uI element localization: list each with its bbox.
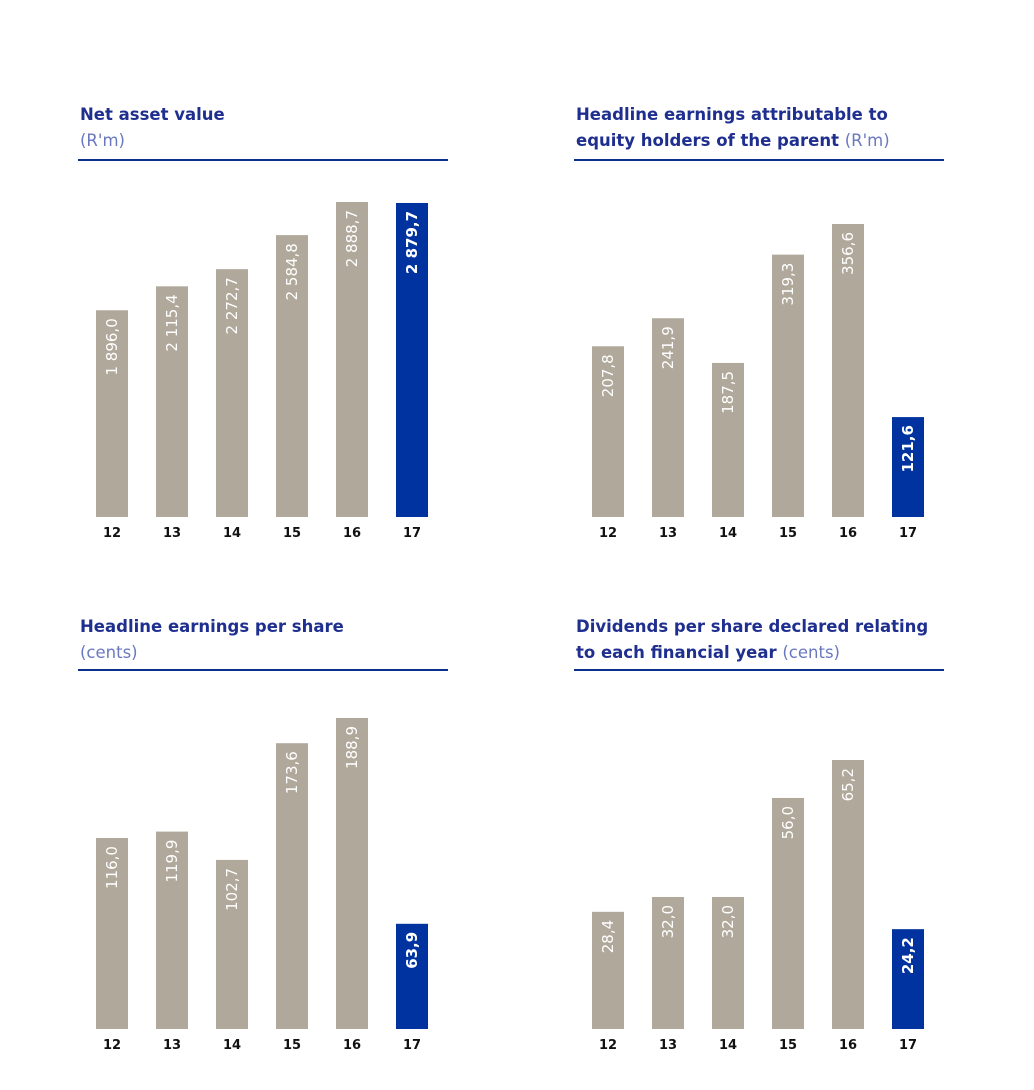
bar-15 — [276, 235, 308, 517]
bar-16 — [832, 224, 864, 517]
data-label-12: 116,0 — [103, 846, 121, 889]
data-label-15: 173,6 — [283, 751, 301, 794]
x-tick-label: 16 — [839, 1038, 857, 1053]
x-tick-label: 16 — [343, 526, 361, 541]
bar-14 — [216, 859, 248, 1029]
data-label-16: 2 888,7 — [343, 210, 361, 267]
chart-title: Dividends per share declared relating to… — [576, 614, 946, 666]
x-tick-label: 15 — [779, 1038, 797, 1053]
chart-title: Headline earnings attributable to equity… — [576, 102, 946, 154]
bar-13 — [652, 318, 684, 517]
x-tick-label: 12 — [599, 526, 617, 541]
bar-14 — [712, 362, 744, 517]
chart-unit: (cents) — [782, 643, 840, 662]
x-tick-label: 17 — [403, 526, 421, 541]
data-label-14: 32,0 — [719, 905, 737, 938]
bar-13 — [652, 896, 684, 1029]
bar-chart: 28,4 12 32,0 13 32,0 14 56,0 15 65,2 16 24,2 17 — [592, 760, 924, 1053]
data-label-17: 121,6 — [899, 425, 917, 472]
title-rule — [78, 669, 448, 671]
bar-17 — [892, 929, 924, 1029]
data-label-17: 2 879,7 — [403, 211, 421, 274]
chart-title-text: Net asset value — [80, 105, 225, 124]
chart-unit: (R'm) — [80, 131, 125, 150]
data-label-14: 187,5 — [719, 371, 737, 414]
title-rule — [574, 669, 944, 671]
data-label-12: 28,4 — [599, 920, 617, 953]
data-label-12: 207,8 — [599, 354, 617, 397]
title-rule — [78, 159, 448, 161]
x-tick-label: 13 — [163, 526, 181, 541]
x-tick-label: 14 — [719, 526, 737, 541]
bar-16 — [336, 202, 368, 517]
bar-16 — [832, 760, 864, 1029]
x-tick-label: 13 — [163, 1038, 181, 1053]
data-label-15: 2 584,8 — [283, 243, 301, 300]
bar-17 — [396, 202, 428, 517]
x-tick-label: 12 — [599, 1038, 617, 1053]
data-label-12: 1 896,0 — [103, 318, 121, 375]
data-label-13: 119,9 — [163, 840, 181, 883]
data-label-13: 241,9 — [659, 326, 677, 369]
bar-12 — [592, 346, 624, 517]
data-label-13: 2 115,4 — [163, 294, 181, 351]
x-tick-label: 15 — [283, 1038, 301, 1053]
bar-15 — [772, 797, 804, 1029]
x-tick-label: 15 — [779, 526, 797, 541]
x-tick-label: 14 — [719, 1038, 737, 1053]
data-label-16: 65,2 — [839, 768, 857, 801]
data-label-15: 56,0 — [779, 806, 797, 839]
bar-13 — [156, 286, 188, 517]
data-label-16: 188,9 — [343, 726, 361, 769]
data-label-13: 32,0 — [659, 905, 677, 938]
bar-17 — [396, 923, 428, 1029]
x-tick-label: 12 — [103, 526, 121, 541]
bar-chart: 116,0 12 119,9 13 102,7 14 173,6 15 188,9 16 63,9 1… — [96, 718, 428, 1053]
x-tick-label: 15 — [283, 526, 301, 541]
chart-title-text: Dividends per share declared relating to… — [576, 617, 929, 662]
x-tick-label: 13 — [659, 1038, 677, 1053]
bar-12 — [592, 911, 624, 1029]
data-label-16: 356,6 — [839, 232, 857, 275]
chart-unit: (R'm) — [844, 131, 890, 150]
x-tick-label: 16 — [343, 1038, 361, 1053]
bar-chart: 207,8 12 241,9 13 187,5 14 319,3 15 356,6 16 121,6… — [592, 224, 924, 541]
bar-15 — [276, 743, 308, 1029]
x-tick-label: 14 — [223, 526, 241, 541]
x-tick-label: 17 — [403, 1038, 421, 1053]
bar-12 — [96, 310, 128, 517]
chart-unit: (cents) — [80, 643, 138, 662]
bar-12 — [96, 838, 128, 1029]
bar-15 — [772, 254, 804, 517]
x-tick-label: 13 — [659, 526, 677, 541]
data-label-17: 63,9 — [403, 932, 421, 969]
chart-title-text: Headline earnings per share — [80, 617, 344, 636]
chart-title: Headline earnings per share (cents) — [80, 614, 450, 666]
bar-16 — [336, 718, 368, 1029]
chart-title-text: Headline earnings attributable to equity… — [576, 105, 888, 150]
data-label-15: 319,3 — [779, 263, 797, 306]
x-tick-label: 16 — [839, 526, 857, 541]
bar-13 — [156, 831, 188, 1029]
bar-14 — [216, 269, 248, 517]
bar-chart: 1 896,0 12 2 115,4 13 2 272,7 14 2 584,8 15 2 88… — [96, 202, 428, 541]
bar-14 — [712, 896, 744, 1029]
data-label-14: 2 272,7 — [223, 277, 241, 334]
title-rule — [574, 159, 944, 161]
data-label-17: 24,2 — [899, 937, 917, 974]
chart-title: Net asset value (R'm) — [80, 102, 450, 154]
x-tick-label: 17 — [899, 526, 917, 541]
x-tick-label: 12 — [103, 1038, 121, 1053]
x-tick-label: 17 — [899, 1038, 917, 1053]
data-label-14: 102,7 — [223, 868, 241, 911]
x-tick-label: 14 — [223, 1038, 241, 1053]
bar-17 — [892, 417, 924, 517]
